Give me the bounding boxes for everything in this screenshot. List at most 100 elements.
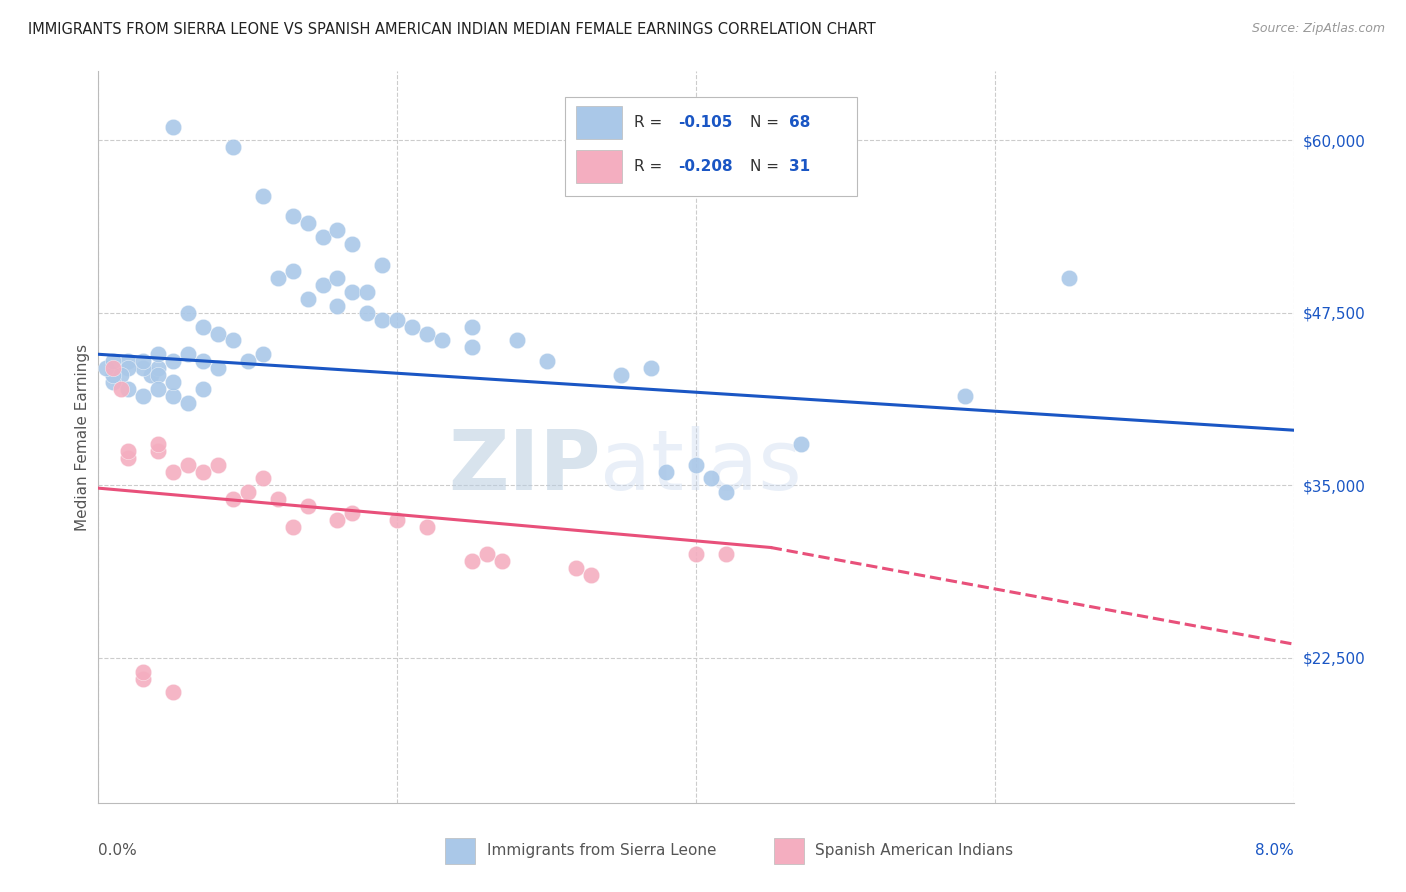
- Point: [953, 389, 976, 403]
- Point: [162, 685, 184, 699]
- Point: [416, 520, 439, 534]
- Point: [132, 665, 155, 679]
- Text: Immigrants from Sierra Leone: Immigrants from Sierra Leone: [486, 843, 716, 858]
- Point: [714, 548, 737, 562]
- Point: [162, 375, 184, 389]
- Point: [222, 140, 245, 154]
- Point: [148, 443, 170, 458]
- Text: -0.105: -0.105: [678, 115, 733, 130]
- Text: 31: 31: [789, 159, 810, 174]
- Point: [371, 312, 394, 326]
- Point: [148, 368, 170, 382]
- Point: [326, 223, 349, 237]
- Point: [640, 361, 662, 376]
- Point: [191, 465, 214, 479]
- Point: [789, 437, 811, 451]
- Text: 8.0%: 8.0%: [1254, 843, 1294, 858]
- Point: [103, 361, 125, 376]
- Point: [685, 458, 707, 472]
- Point: [103, 354, 125, 368]
- Point: [297, 292, 319, 306]
- Point: [685, 548, 707, 562]
- Point: [536, 354, 558, 368]
- Text: ZIP: ZIP: [449, 425, 600, 507]
- Point: [207, 326, 229, 341]
- Text: R =: R =: [634, 115, 666, 130]
- Point: [326, 513, 349, 527]
- Point: [103, 375, 125, 389]
- Point: [430, 334, 453, 348]
- Point: [103, 368, 125, 382]
- FancyBboxPatch shape: [576, 151, 621, 183]
- Point: [103, 368, 125, 382]
- Text: -0.208: -0.208: [678, 159, 733, 174]
- Text: 68: 68: [789, 115, 811, 130]
- Point: [132, 672, 155, 686]
- Point: [297, 216, 319, 230]
- Point: [148, 347, 170, 361]
- Point: [416, 326, 439, 341]
- Point: [1059, 271, 1081, 285]
- Point: [191, 354, 214, 368]
- Point: [491, 554, 513, 568]
- Point: [148, 382, 170, 396]
- Point: [162, 465, 184, 479]
- Point: [461, 554, 484, 568]
- Point: [236, 485, 259, 500]
- Point: [565, 561, 588, 575]
- Text: N =: N =: [749, 159, 783, 174]
- Point: [207, 458, 229, 472]
- Point: [252, 347, 274, 361]
- FancyBboxPatch shape: [773, 838, 804, 863]
- Point: [148, 361, 170, 376]
- Point: [117, 443, 139, 458]
- Point: [371, 258, 394, 272]
- FancyBboxPatch shape: [446, 838, 475, 863]
- Point: [461, 340, 484, 354]
- Point: [110, 368, 132, 382]
- Point: [177, 458, 200, 472]
- Text: Spanish American Indians: Spanish American Indians: [815, 843, 1014, 858]
- Text: atlas: atlas: [600, 425, 801, 507]
- Point: [342, 285, 364, 300]
- Point: [297, 499, 319, 513]
- Point: [222, 492, 245, 507]
- Point: [110, 382, 132, 396]
- Point: [281, 264, 304, 278]
- Point: [342, 506, 364, 520]
- Point: [177, 306, 200, 320]
- Point: [506, 334, 529, 348]
- Point: [177, 395, 200, 409]
- Point: [385, 513, 409, 527]
- Point: [148, 437, 170, 451]
- Point: [610, 368, 633, 382]
- Point: [132, 354, 155, 368]
- FancyBboxPatch shape: [565, 97, 858, 195]
- Point: [581, 568, 603, 582]
- Point: [281, 520, 304, 534]
- Point: [311, 230, 333, 244]
- Text: R =: R =: [634, 159, 666, 174]
- Y-axis label: Median Female Earnings: Median Female Earnings: [75, 343, 90, 531]
- FancyBboxPatch shape: [576, 106, 621, 138]
- Point: [222, 334, 245, 348]
- Point: [461, 319, 484, 334]
- Point: [252, 188, 274, 202]
- Point: [475, 548, 498, 562]
- Point: [267, 492, 290, 507]
- Text: Source: ZipAtlas.com: Source: ZipAtlas.com: [1251, 22, 1385, 36]
- Point: [162, 354, 184, 368]
- Point: [117, 382, 139, 396]
- Point: [655, 465, 678, 479]
- Point: [191, 382, 214, 396]
- Point: [311, 278, 333, 293]
- Point: [162, 389, 184, 403]
- Point: [132, 361, 155, 376]
- Text: 0.0%: 0.0%: [98, 843, 138, 858]
- Point: [117, 450, 139, 465]
- Point: [117, 361, 139, 376]
- Point: [117, 354, 139, 368]
- Point: [94, 361, 117, 376]
- Point: [356, 306, 378, 320]
- Point: [236, 354, 259, 368]
